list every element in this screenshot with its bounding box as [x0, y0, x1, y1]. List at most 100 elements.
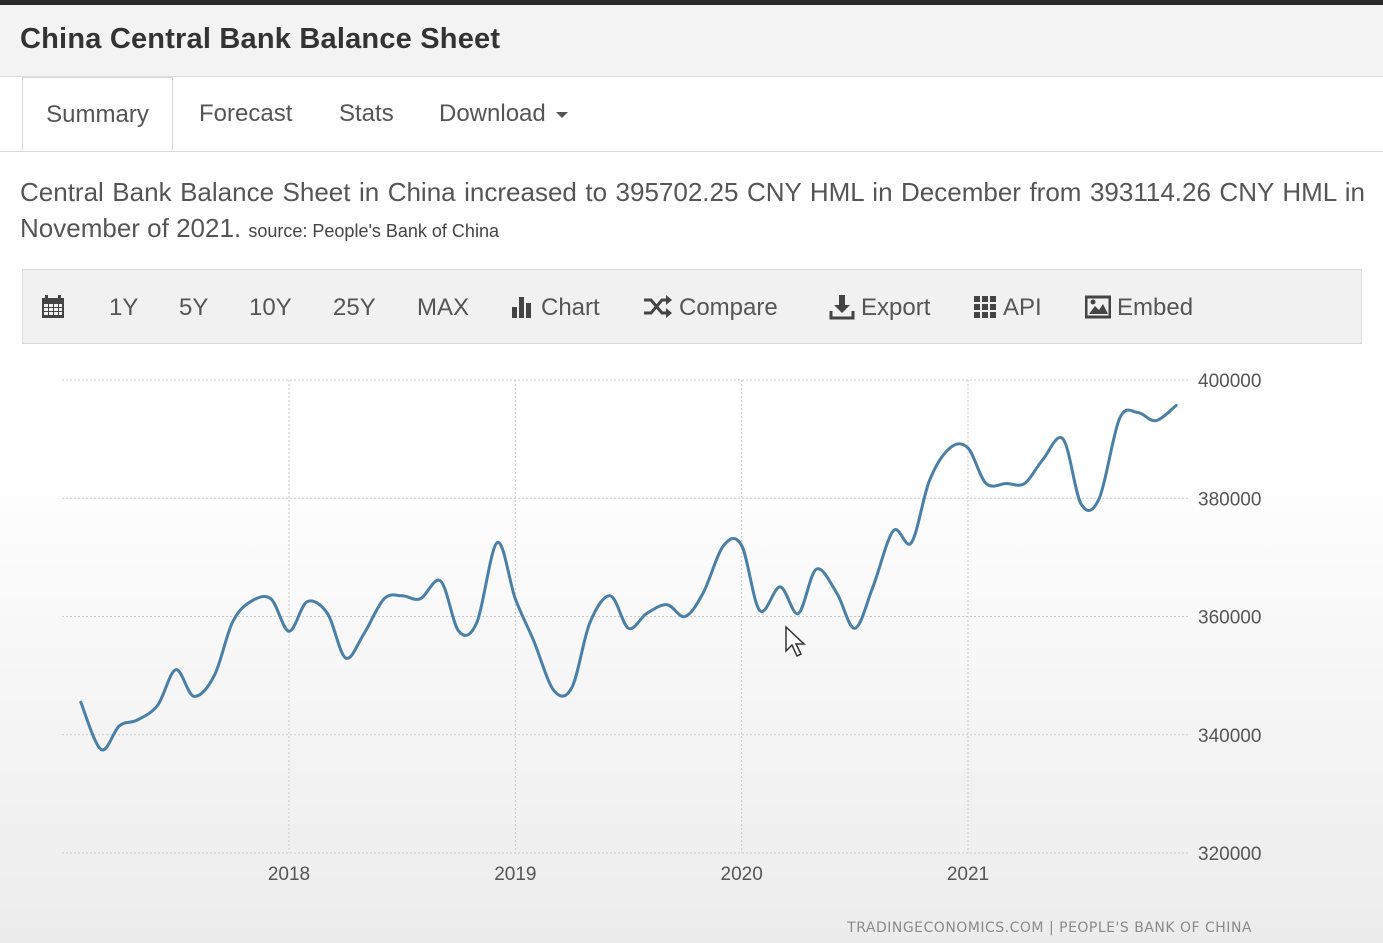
data-point[interactable]	[267, 595, 275, 603]
range-1y-button[interactable]: 1Y	[109, 294, 139, 321]
data-point[interactable]	[568, 683, 576, 691]
data-point[interactable]	[1172, 401, 1180, 409]
data-point[interactable]	[190, 692, 198, 700]
summary-text: Central Bank Balance Sheet in China incr…	[20, 177, 1365, 243]
window-top-bar	[0, 0, 1383, 5]
data-point[interactable]	[720, 542, 728, 550]
range-10y-button[interactable]: 10Y	[249, 294, 292, 321]
data-point[interactable]	[946, 444, 954, 452]
data-point[interactable]	[681, 613, 689, 621]
data-point[interactable]	[360, 630, 368, 638]
data-point[interactable]	[1152, 417, 1160, 425]
data-point[interactable]	[77, 698, 85, 706]
data-point[interactable]	[699, 589, 707, 597]
series-line	[79, 403, 1178, 752]
data-point[interactable]	[738, 542, 746, 550]
data-point[interactable]	[303, 598, 311, 606]
data-point[interactable]	[1134, 409, 1142, 417]
data-point[interactable]	[133, 716, 141, 724]
data-point[interactable]	[926, 477, 934, 485]
data-point[interactable]	[869, 583, 877, 591]
data-point[interactable]	[97, 746, 105, 754]
data-point[interactable]	[416, 595, 424, 603]
data-point[interactable]	[663, 601, 671, 609]
data-point[interactable]	[964, 444, 972, 452]
source-note: source: People's Bank of China	[248, 221, 499, 241]
data-point[interactable]	[493, 539, 501, 547]
data-point[interactable]	[1039, 456, 1047, 464]
data-point[interactable]	[1077, 500, 1085, 508]
page-header: China Central Bank Balance Sheet	[0, 5, 1383, 77]
tab-forecast-label: Forecast	[199, 100, 293, 127]
data-point[interactable]	[550, 686, 558, 694]
tab-summary-label: Summary	[46, 101, 149, 128]
tab-download[interactable]: Download	[439, 77, 568, 151]
y-tick-label: 340000	[1198, 726, 1261, 747]
y-tick-label: 380000	[1198, 489, 1261, 510]
data-point[interactable]	[323, 610, 331, 618]
page-title: China Central Bank Balance Sheet	[20, 23, 501, 55]
data-point[interactable]	[398, 592, 406, 600]
compare-label: Compare	[679, 294, 778, 321]
data-point[interactable]	[606, 592, 614, 600]
mouse-cursor-icon	[785, 625, 806, 658]
embed-button[interactable]: Embed	[1084, 270, 1193, 345]
data-point[interactable]	[1116, 414, 1124, 422]
tab-forecast[interactable]: Forecast	[199, 77, 292, 151]
data-point[interactable]	[172, 666, 180, 674]
data-point[interactable]	[794, 610, 802, 618]
data-point[interactable]	[1002, 479, 1010, 487]
data-point[interactable]	[1095, 494, 1103, 502]
tab-bar: Summary Forecast Stats Download	[0, 77, 1383, 152]
data-point[interactable]	[1059, 435, 1067, 443]
data-point[interactable]	[210, 672, 218, 680]
image-icon	[1084, 295, 1112, 319]
data-point[interactable]	[437, 577, 445, 585]
compare-button[interactable]: Compare	[643, 270, 778, 345]
data-point[interactable]	[586, 618, 594, 626]
line-chart: 400000 380000 360000 340000 320000 2018 2019 2…	[62, 371, 1261, 936]
calendar-button[interactable]	[41, 270, 71, 345]
tab-download-label: Download	[439, 100, 546, 127]
chart-area: 400000 380000 360000 340000 320000 2018 2019 2…	[0, 345, 1383, 943]
tab-summary[interactable]: Summary	[22, 77, 173, 151]
data-point[interactable]	[812, 565, 820, 573]
chart-type-label: Chart	[541, 294, 600, 321]
export-button[interactable]: Export	[829, 270, 930, 345]
bar-chart-icon	[512, 296, 531, 318]
api-button[interactable]: API	[973, 270, 1042, 345]
data-point[interactable]	[776, 583, 784, 591]
data-point[interactable]	[115, 722, 123, 730]
data-point[interactable]	[889, 527, 897, 535]
x-tick-label: 2021	[947, 864, 989, 885]
data-point[interactable]	[625, 624, 633, 632]
data-point[interactable]	[1021, 479, 1029, 487]
data-point[interactable]	[907, 539, 915, 547]
chart-type-button[interactable]: Chart	[511, 270, 600, 345]
data-point[interactable]	[154, 701, 162, 709]
grid-icon	[974, 295, 996, 318]
download-icon	[829, 294, 855, 320]
data-point[interactable]	[756, 607, 764, 615]
x-tick-label: 2018	[268, 864, 310, 885]
chart-toolbar: 1Y 5Y 10Y 25Y MAX Chart Compare Export	[22, 269, 1362, 344]
data-point[interactable]	[285, 627, 293, 635]
range-5y-button[interactable]: 5Y	[179, 294, 209, 321]
data-point[interactable]	[473, 618, 481, 626]
data-point[interactable]	[529, 636, 537, 644]
data-point[interactable]	[643, 610, 651, 618]
data-point[interactable]	[228, 618, 236, 626]
data-point[interactable]	[511, 595, 519, 603]
data-point[interactable]	[342, 654, 350, 662]
data-point[interactable]	[982, 479, 990, 487]
x-tick-label: 2019	[494, 864, 536, 885]
data-point[interactable]	[851, 624, 859, 632]
range-25y-button[interactable]: 25Y	[333, 294, 376, 321]
range-max-button[interactable]: MAX	[417, 294, 470, 321]
calendar-icon	[42, 294, 64, 318]
data-point[interactable]	[380, 595, 388, 603]
tab-stats[interactable]: Stats	[339, 77, 394, 151]
data-point[interactable]	[455, 627, 463, 635]
data-point[interactable]	[833, 589, 841, 597]
data-point[interactable]	[247, 598, 255, 606]
